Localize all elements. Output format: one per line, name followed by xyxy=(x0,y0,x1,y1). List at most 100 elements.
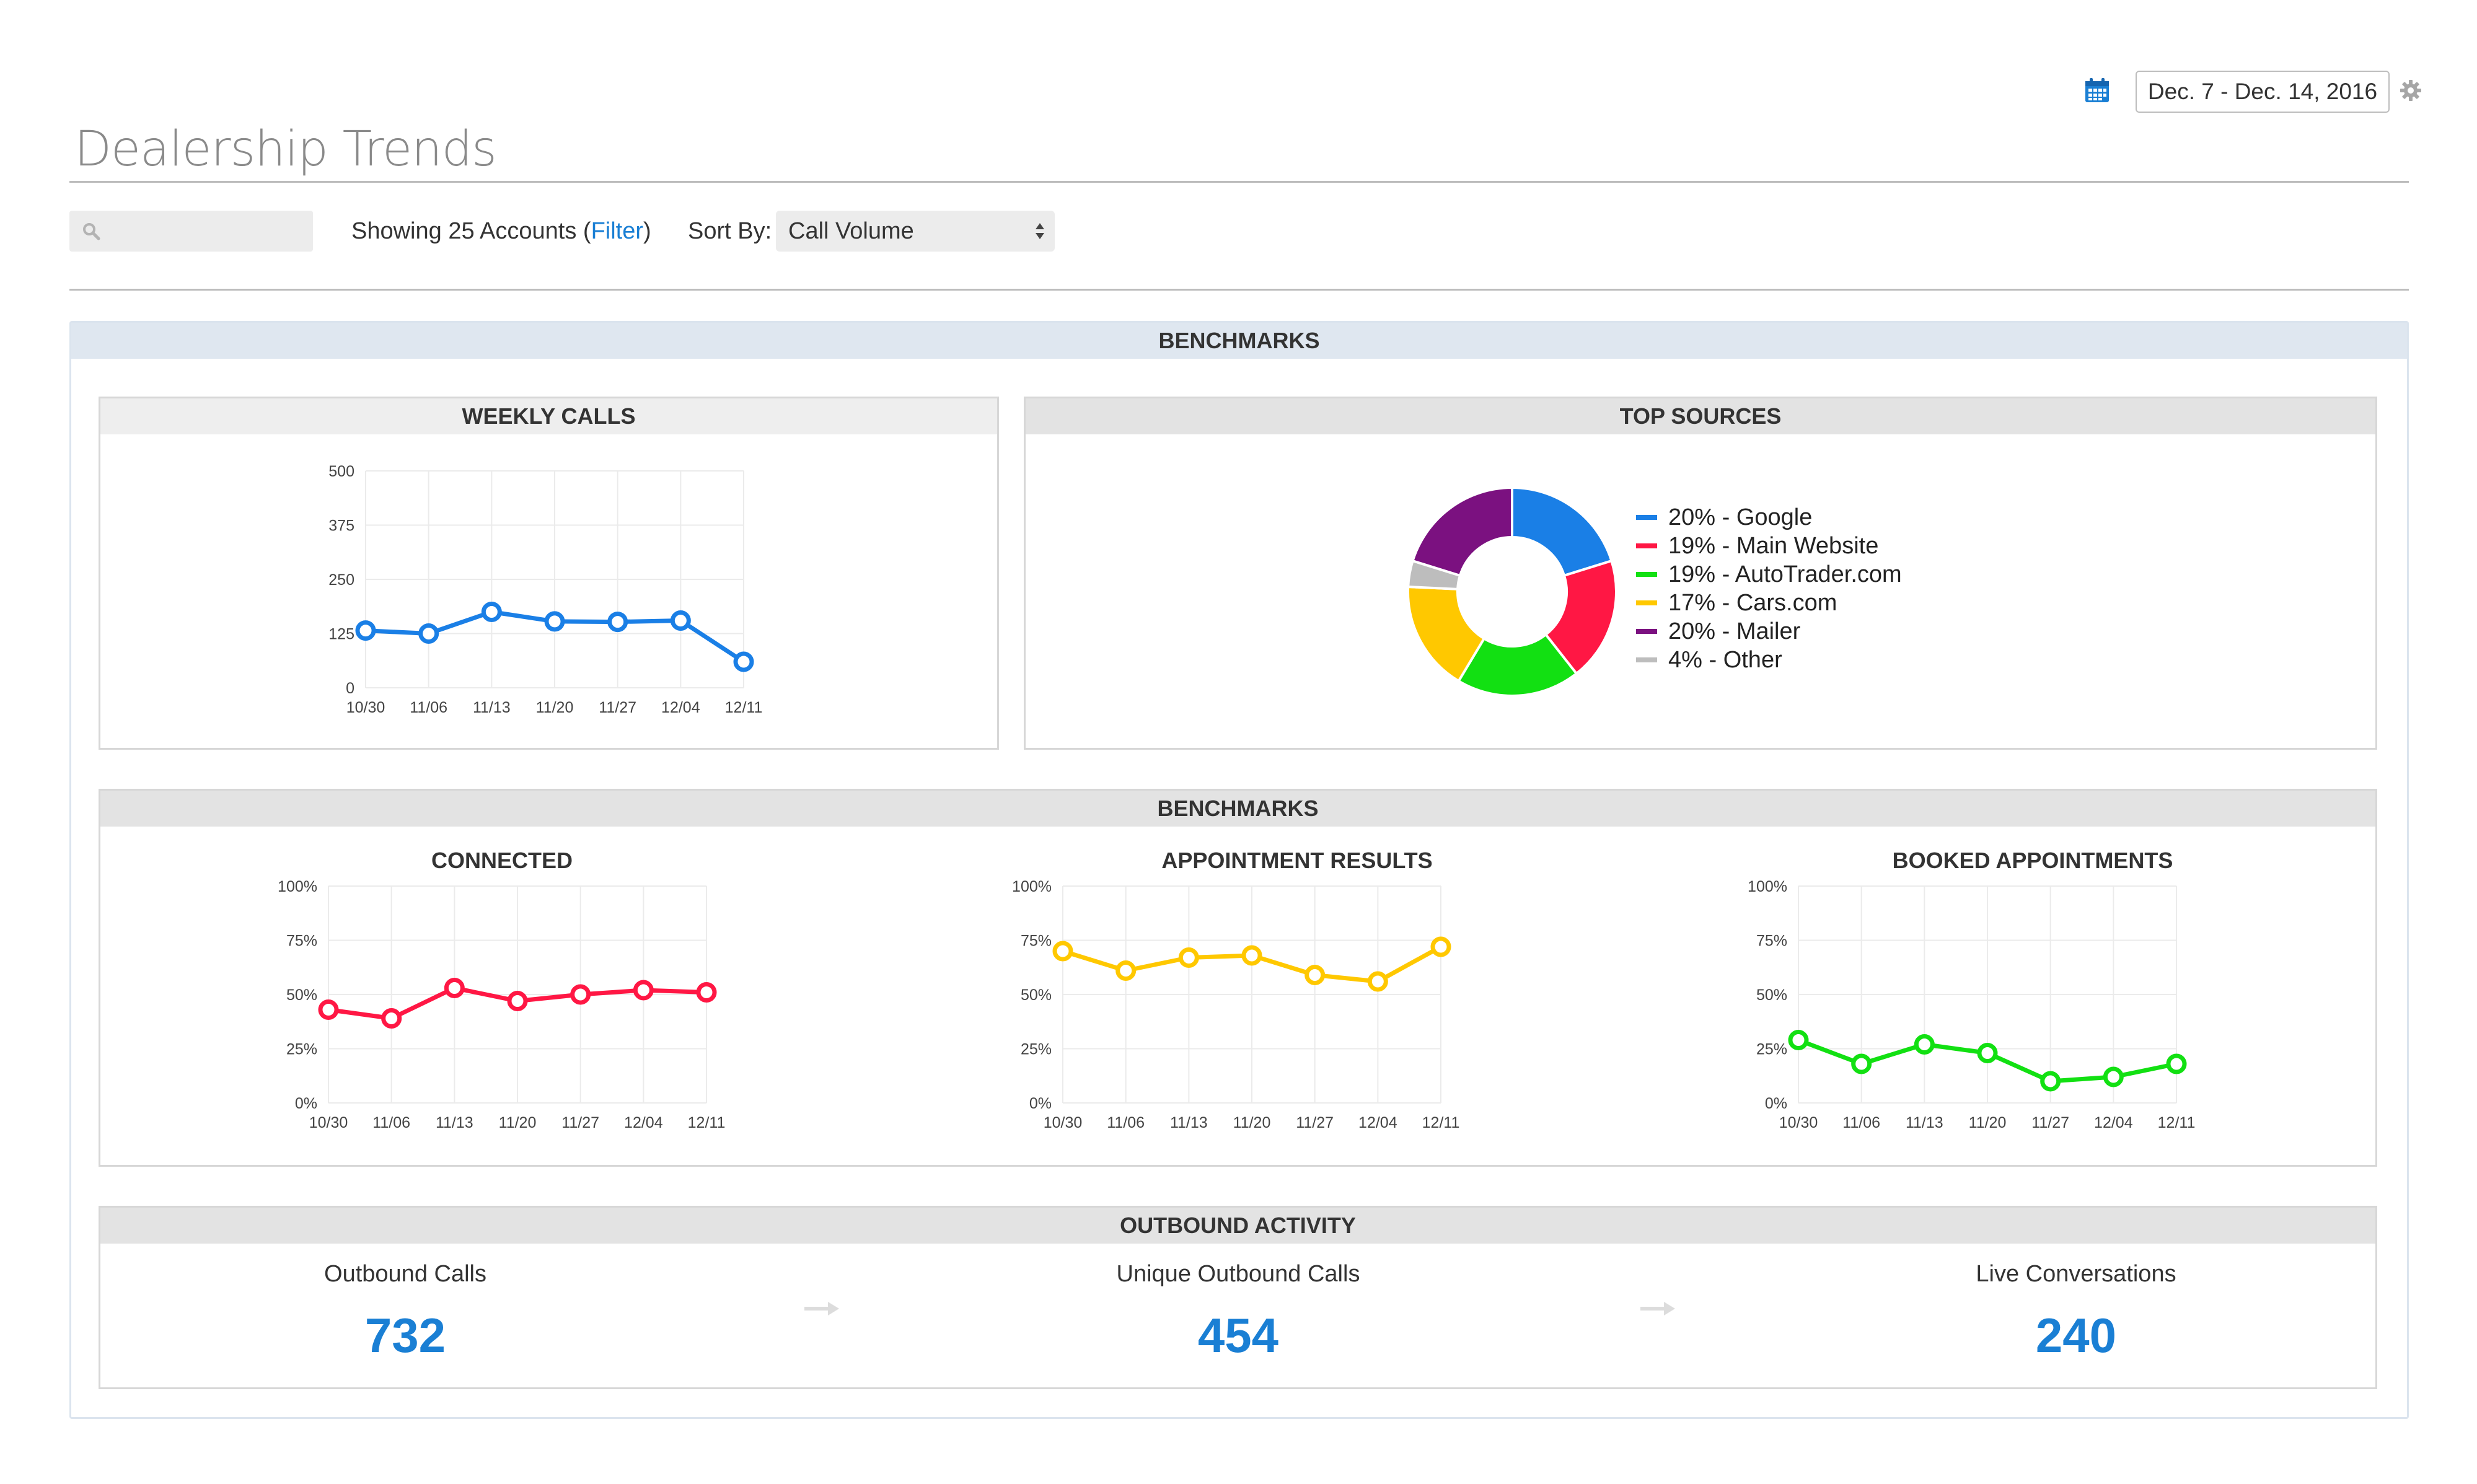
live-conversations-value: 240 xyxy=(2035,1308,2117,1363)
legend-label: 19% - AutoTrader.com xyxy=(1668,561,1902,587)
data-point xyxy=(444,978,465,998)
legend-item: 20% - Google xyxy=(1636,503,1902,532)
x-tick-label: 11/20 xyxy=(536,699,574,716)
outbound-calls-value: 732 xyxy=(364,1308,446,1363)
x-tick-label: 11/27 xyxy=(561,1114,599,1131)
y-tick-label: 50% xyxy=(1021,986,1052,1004)
y-tick-label: 0% xyxy=(1765,1095,1787,1112)
accounts-count: Showing 25 Accounts (Filter) xyxy=(351,216,651,247)
y-tick-label: 100% xyxy=(1748,878,1787,895)
x-tick-label: 11/20 xyxy=(1969,1114,2007,1131)
data-point xyxy=(633,980,654,1001)
toolbar-divider xyxy=(69,289,2409,291)
date-range-picker[interactable]: Dec. 7 - Dec. 14, 2016 xyxy=(2136,71,2390,113)
data-point xyxy=(570,984,591,1005)
connected-title: CONNECTED xyxy=(431,848,573,873)
benchmarks-card: BENCHMARKS xyxy=(99,789,2377,1167)
x-tick-label: 11/06 xyxy=(372,1114,410,1131)
pie-slice xyxy=(1511,486,1613,577)
x-tick-label: 12/11 xyxy=(1422,1114,1460,1131)
header-divider xyxy=(69,181,2409,183)
top-sources-title: TOP SOURCES xyxy=(1026,398,2375,434)
booked-appointments-title: BOOKED APPOINTMENTS xyxy=(1892,848,2173,873)
sort-select[interactable]: Call Volume xyxy=(776,211,1055,252)
x-tick-label: 10/30 xyxy=(346,699,385,716)
chart-grid xyxy=(365,470,744,688)
pie-slice xyxy=(1411,486,1513,577)
x-tick-label: 11/27 xyxy=(1296,1114,1334,1131)
y-tick-label: 50% xyxy=(286,986,317,1004)
data-point xyxy=(1178,947,1199,968)
x-tick-label: 11/13 xyxy=(1906,1114,1943,1131)
y-tick-label: 25% xyxy=(286,1041,317,1058)
showing-suffix: ) xyxy=(643,218,651,244)
legend-item: 17% - Cars.com xyxy=(1636,589,1902,617)
benchmarks-panel xyxy=(69,321,2409,1419)
x-tick-label: 12/04 xyxy=(1358,1114,1397,1131)
x-tick-label: 11/13 xyxy=(1170,1114,1208,1131)
y-tick-label: 25% xyxy=(1021,1041,1052,1058)
weekly-calls-title: WEEKLY CALLS xyxy=(100,398,997,434)
y-tick-label: 0 xyxy=(346,680,354,697)
sort-select-value: Call Volume xyxy=(788,217,914,244)
outbound-activity-card: OUTBOUND ACTIVITY xyxy=(99,1206,2377,1389)
search-icon xyxy=(82,222,100,240)
data-point xyxy=(2166,1053,2187,1074)
y-tick-label: 75% xyxy=(1756,933,1787,950)
legend-swatch xyxy=(1636,543,1657,548)
data-point xyxy=(544,611,565,632)
x-tick-label: 11/20 xyxy=(499,1114,537,1131)
y-tick-label: 0% xyxy=(295,1095,317,1112)
data-point xyxy=(318,999,339,1020)
legend-item: 4% - Other xyxy=(1636,646,1902,674)
data-point xyxy=(1304,965,1326,985)
legend-label: 20% - Google xyxy=(1668,504,1813,530)
x-tick-label: 12/04 xyxy=(661,699,700,716)
y-tick-label: 75% xyxy=(1021,933,1052,950)
calendar-icon[interactable] xyxy=(2083,77,2111,104)
data-point xyxy=(507,991,528,1011)
y-tick-label: 100% xyxy=(278,878,317,895)
x-tick-label: 11/06 xyxy=(410,699,447,716)
search-input[interactable] xyxy=(69,211,313,252)
x-tick-label: 11/13 xyxy=(473,699,511,716)
data-point xyxy=(418,623,439,644)
appointment-results-chart: 0% 25% 50% 75% 100% 10/30 11/06 11/13 11/20 11/27… xyxy=(1012,878,1460,1131)
appointment-results-title: APPOINTMENT RESULTS xyxy=(1161,848,1433,873)
x-tick-label: 10/30 xyxy=(309,1114,348,1131)
unique-outbound-calls-value: 454 xyxy=(1197,1308,1279,1363)
gear-icon[interactable] xyxy=(2400,79,2422,102)
unique-outbound-calls-label: Unique Outbound Calls xyxy=(1116,1261,1360,1287)
legend-swatch xyxy=(1636,629,1657,634)
y-tick-label: 250 xyxy=(328,571,354,589)
data-point xyxy=(1052,941,1073,962)
x-tick-label: 12/11 xyxy=(688,1114,726,1131)
arrow-right-icon xyxy=(804,1302,839,1315)
x-tick-label: 12/11 xyxy=(2158,1114,2196,1131)
live-conversations-label: Live Conversations xyxy=(1976,1261,2176,1287)
legend-swatch xyxy=(1636,657,1657,662)
data-point xyxy=(1241,945,1262,966)
sort-label: Sort By: xyxy=(688,218,772,244)
x-tick-label: 11/13 xyxy=(436,1114,473,1131)
y-tick-label: 75% xyxy=(286,933,317,950)
benchmarks-panel-header: BENCHMARKS xyxy=(71,323,2407,359)
chart-grid xyxy=(328,885,707,1104)
legend-label: 20% - Mailer xyxy=(1668,618,1801,644)
legend-swatch xyxy=(1636,600,1657,605)
x-tick-label: 11/20 xyxy=(1233,1114,1271,1131)
benchmarks-card-title: BENCHMARKS xyxy=(100,791,2375,827)
booked-appointments-chart: 0% 25% 50% 75% 100% 10/30 11/06 11/13 11/20 11/27… xyxy=(1748,878,2196,1131)
weekly-calls-card: WEEKLY CALLS xyxy=(99,397,999,750)
chart-grid xyxy=(1062,885,1441,1104)
x-tick-label: 11/27 xyxy=(2031,1114,2069,1131)
y-tick-label: 25% xyxy=(1756,1041,1787,1058)
select-arrows-icon xyxy=(1036,223,1044,239)
data-point xyxy=(733,651,754,672)
y-tick-label: 50% xyxy=(1756,986,1787,1004)
filter-link[interactable]: Filter xyxy=(591,218,644,244)
pie-slice xyxy=(1544,559,1617,675)
legend-swatch xyxy=(1636,515,1657,520)
connected-chart: 0% 25% 50% 75% 100% 10/30 11/06 11/13 11/20 11/27… xyxy=(278,878,726,1131)
data-point xyxy=(1851,1053,1872,1074)
